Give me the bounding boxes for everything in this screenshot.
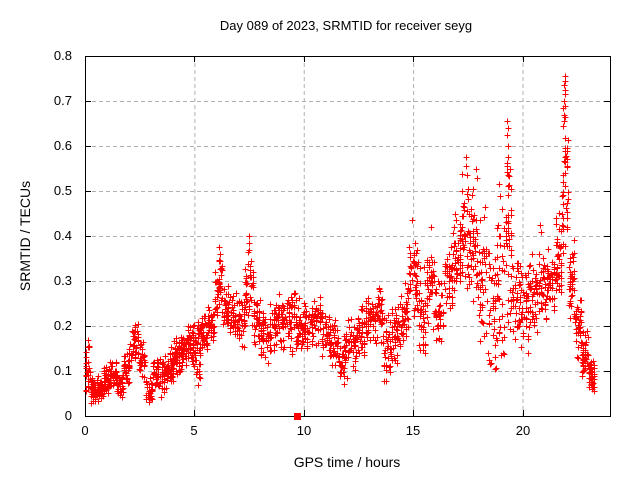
chart-title: Day 089 of 2023, SRMTID for receiver sey…: [219, 18, 473, 33]
y-tick-label: 0.6: [53, 138, 72, 153]
y-tick-label: 0.8: [53, 48, 72, 63]
y-tick-label: 0.7: [53, 93, 72, 108]
x-tick-label: 5: [190, 423, 198, 438]
square-marker: [294, 413, 301, 420]
y-tick-label: 0.1: [53, 363, 72, 378]
grid-lines: [85, 56, 610, 416]
scatter-points: [83, 73, 598, 407]
x-tick-label: 0: [81, 423, 89, 438]
y-tick-label: 0.2: [53, 318, 72, 333]
y-tick-label: 0.3: [53, 273, 72, 288]
y-tick-label: 0: [64, 408, 72, 423]
x-tick-label: 20: [515, 423, 531, 438]
x-tick-label: 10: [296, 423, 312, 438]
y-tick-label: 0.5: [53, 183, 72, 198]
x-axis-label: GPS time / hours: [293, 454, 401, 470]
x-tick-label: 15: [405, 423, 421, 438]
y-tick-label: 0.4: [53, 228, 72, 243]
